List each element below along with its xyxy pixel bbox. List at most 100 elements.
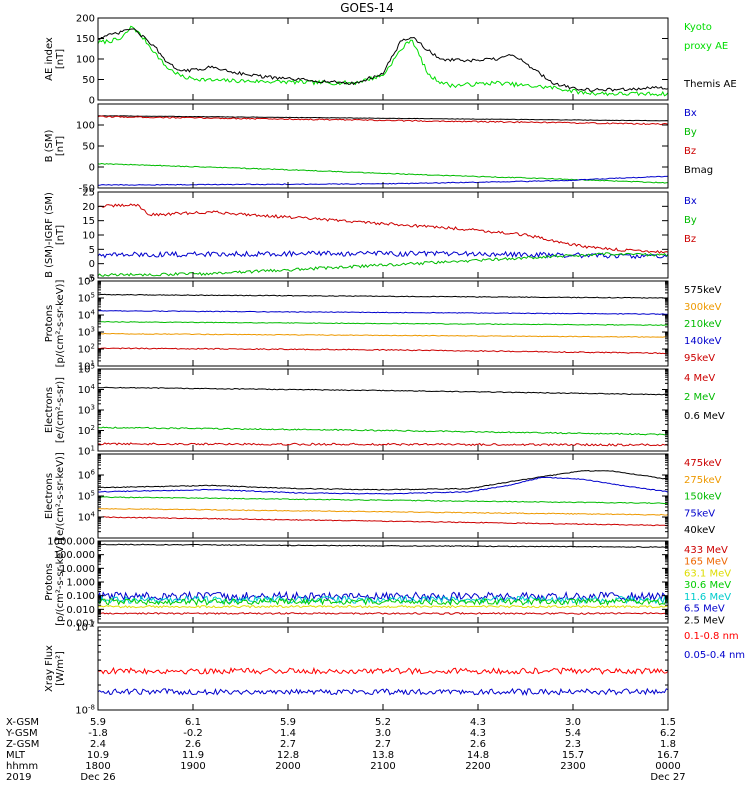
- panel-frame-7: [97, 626, 669, 711]
- panel-frame-0: [97, 17, 669, 101]
- legend-label: 2 MeV: [684, 392, 715, 403]
- ephemeris-value: 1900: [180, 761, 205, 772]
- ytick-label: 50: [82, 75, 95, 86]
- ytick-label: 20: [82, 202, 95, 213]
- ephemeris-value: 2.6: [185, 739, 201, 750]
- legend-label: proxy AE: [684, 41, 728, 52]
- series-line-1-2: [97, 162, 669, 184]
- legend-label: 4 MeV: [684, 373, 715, 384]
- legend-label: 300keV: [684, 302, 722, 313]
- panel-ylabel: [e/(cm²-s-sr)]: [55, 377, 66, 443]
- ytick-label: 102: [78, 424, 95, 437]
- ephemeris-value: 1.8: [660, 739, 676, 750]
- ephemeris-value: 11.9: [182, 750, 204, 761]
- series-line-3-2: [97, 320, 669, 326]
- ytick-label: 103: [78, 326, 95, 339]
- ephemeris-label: Z-GSM: [6, 739, 39, 750]
- ephemeris-value: -0.2: [183, 728, 203, 739]
- legend-label: 210keV: [684, 319, 722, 330]
- legend-label: 150keV: [684, 492, 722, 503]
- ytick-label: 100.000: [54, 550, 95, 561]
- ytick-label: 200: [76, 14, 95, 25]
- panel-ylabel: Xray Flux: [44, 645, 55, 692]
- ephemeris-value: -1.8: [88, 728, 108, 739]
- ytick-label: 10-8: [75, 704, 95, 717]
- ephemeris-label: X-GSM: [6, 717, 39, 728]
- ytick-label: -5: [85, 274, 95, 285]
- ephemeris-value: 4.3: [470, 728, 486, 739]
- series-line-0-1: [97, 28, 669, 92]
- ytick-label: 104: [78, 309, 96, 322]
- panel-frame-4: [97, 368, 669, 452]
- legend-label: 575keV: [684, 285, 722, 296]
- ytick-label: 0.100: [66, 591, 95, 602]
- legend-label: 0.6 MeV: [684, 411, 725, 422]
- ephemeris-value: 16.7: [657, 750, 679, 761]
- ytick-label: 25: [82, 188, 95, 199]
- legend-label: 40keV: [684, 525, 715, 536]
- series-line-5-3: [97, 508, 669, 516]
- ytick-label: 0: [89, 259, 95, 270]
- ytick-label: 1000.000: [47, 537, 95, 548]
- ephemeris-value: 12.8: [277, 750, 299, 761]
- panel-ylabel: [nT]: [55, 225, 66, 245]
- ephemeris-value: 0000: [655, 761, 680, 772]
- panel-ylabel: B (SM)-IGRF (SM): [44, 192, 55, 278]
- ephemeris-value: 5.9: [280, 717, 296, 728]
- ephemeris-value: 3.0: [565, 717, 581, 728]
- ephemeris-value: 6.1: [185, 717, 201, 728]
- ephemeris-label: Y-GSM: [5, 728, 38, 739]
- legend-label: 0.1-0.8 nm: [684, 631, 739, 642]
- series-line-0-0: [97, 25, 669, 97]
- ephemeris-value: 5.2: [375, 717, 391, 728]
- ephemeris-value: 15.7: [562, 750, 584, 761]
- series-line-5-0: [97, 469, 669, 491]
- panel-ylabel: B (SM): [44, 129, 55, 162]
- ephemeris-value: 1.5: [660, 717, 676, 728]
- ytick-label: 10: [82, 231, 95, 242]
- series-line-7-0: [98, 666, 669, 676]
- legend-label: Bz: [684, 146, 696, 157]
- series-line-2-0: [97, 203, 669, 254]
- ephemeris-value: 10.9: [87, 750, 109, 761]
- ephemeris-value: Dec 27: [650, 772, 685, 783]
- legend-label: By: [684, 215, 697, 226]
- ytick-label: 103: [78, 404, 95, 417]
- series-line-4-0: [97, 386, 669, 396]
- ephemeris-value: 14.8: [467, 750, 489, 761]
- ephemeris-value: 4.3: [470, 717, 486, 728]
- legend-label: 0.05-0.4 nm: [684, 650, 745, 661]
- panel-ylabel: [nT]: [55, 136, 66, 156]
- ytick-label: 102: [78, 343, 95, 356]
- panel-ylabel: AE index: [44, 37, 55, 81]
- legend-label: 433 MeV: [684, 545, 728, 556]
- ephemeris-value: Dec 26: [80, 772, 115, 783]
- ytick-label: 104: [78, 383, 96, 396]
- ephemeris-label: MLT: [6, 750, 26, 761]
- ytick-label: 0: [89, 96, 95, 107]
- ephemeris-value: 2.3: [565, 739, 581, 750]
- legend-label: 6.5 MeV: [684, 604, 725, 615]
- ephemeris-value: 2100: [370, 761, 395, 772]
- chart-title: GOES-14: [340, 1, 394, 15]
- series-line-3-1: [98, 310, 668, 315]
- series-line-2-1: [97, 250, 669, 260]
- series-line-5-1: [97, 476, 669, 495]
- legend-label: 30.6 MeV: [684, 580, 731, 591]
- legend-label: 75keV: [684, 508, 715, 519]
- panel-ylabel: [nT]: [55, 49, 66, 69]
- ytick-label: 10.000: [60, 564, 95, 575]
- ephemeris-value: 2000: [275, 761, 300, 772]
- legend-label: Bx: [684, 108, 697, 119]
- ephemeris-label: hhmm: [6, 761, 38, 772]
- ephemeris-value: 5.9: [90, 717, 106, 728]
- panel-ylabel: Electrons: [44, 387, 55, 433]
- panel-frame-5: [97, 453, 669, 539]
- legend-label: Bx: [684, 196, 697, 207]
- series-line-3-4: [97, 347, 669, 355]
- series-line-6-5: [97, 612, 669, 615]
- ephemeris-value: 2300: [560, 761, 585, 772]
- ytick-label: 0.010: [66, 605, 95, 616]
- series-line-4-1: [97, 426, 669, 436]
- ytick-label: 105: [78, 490, 95, 503]
